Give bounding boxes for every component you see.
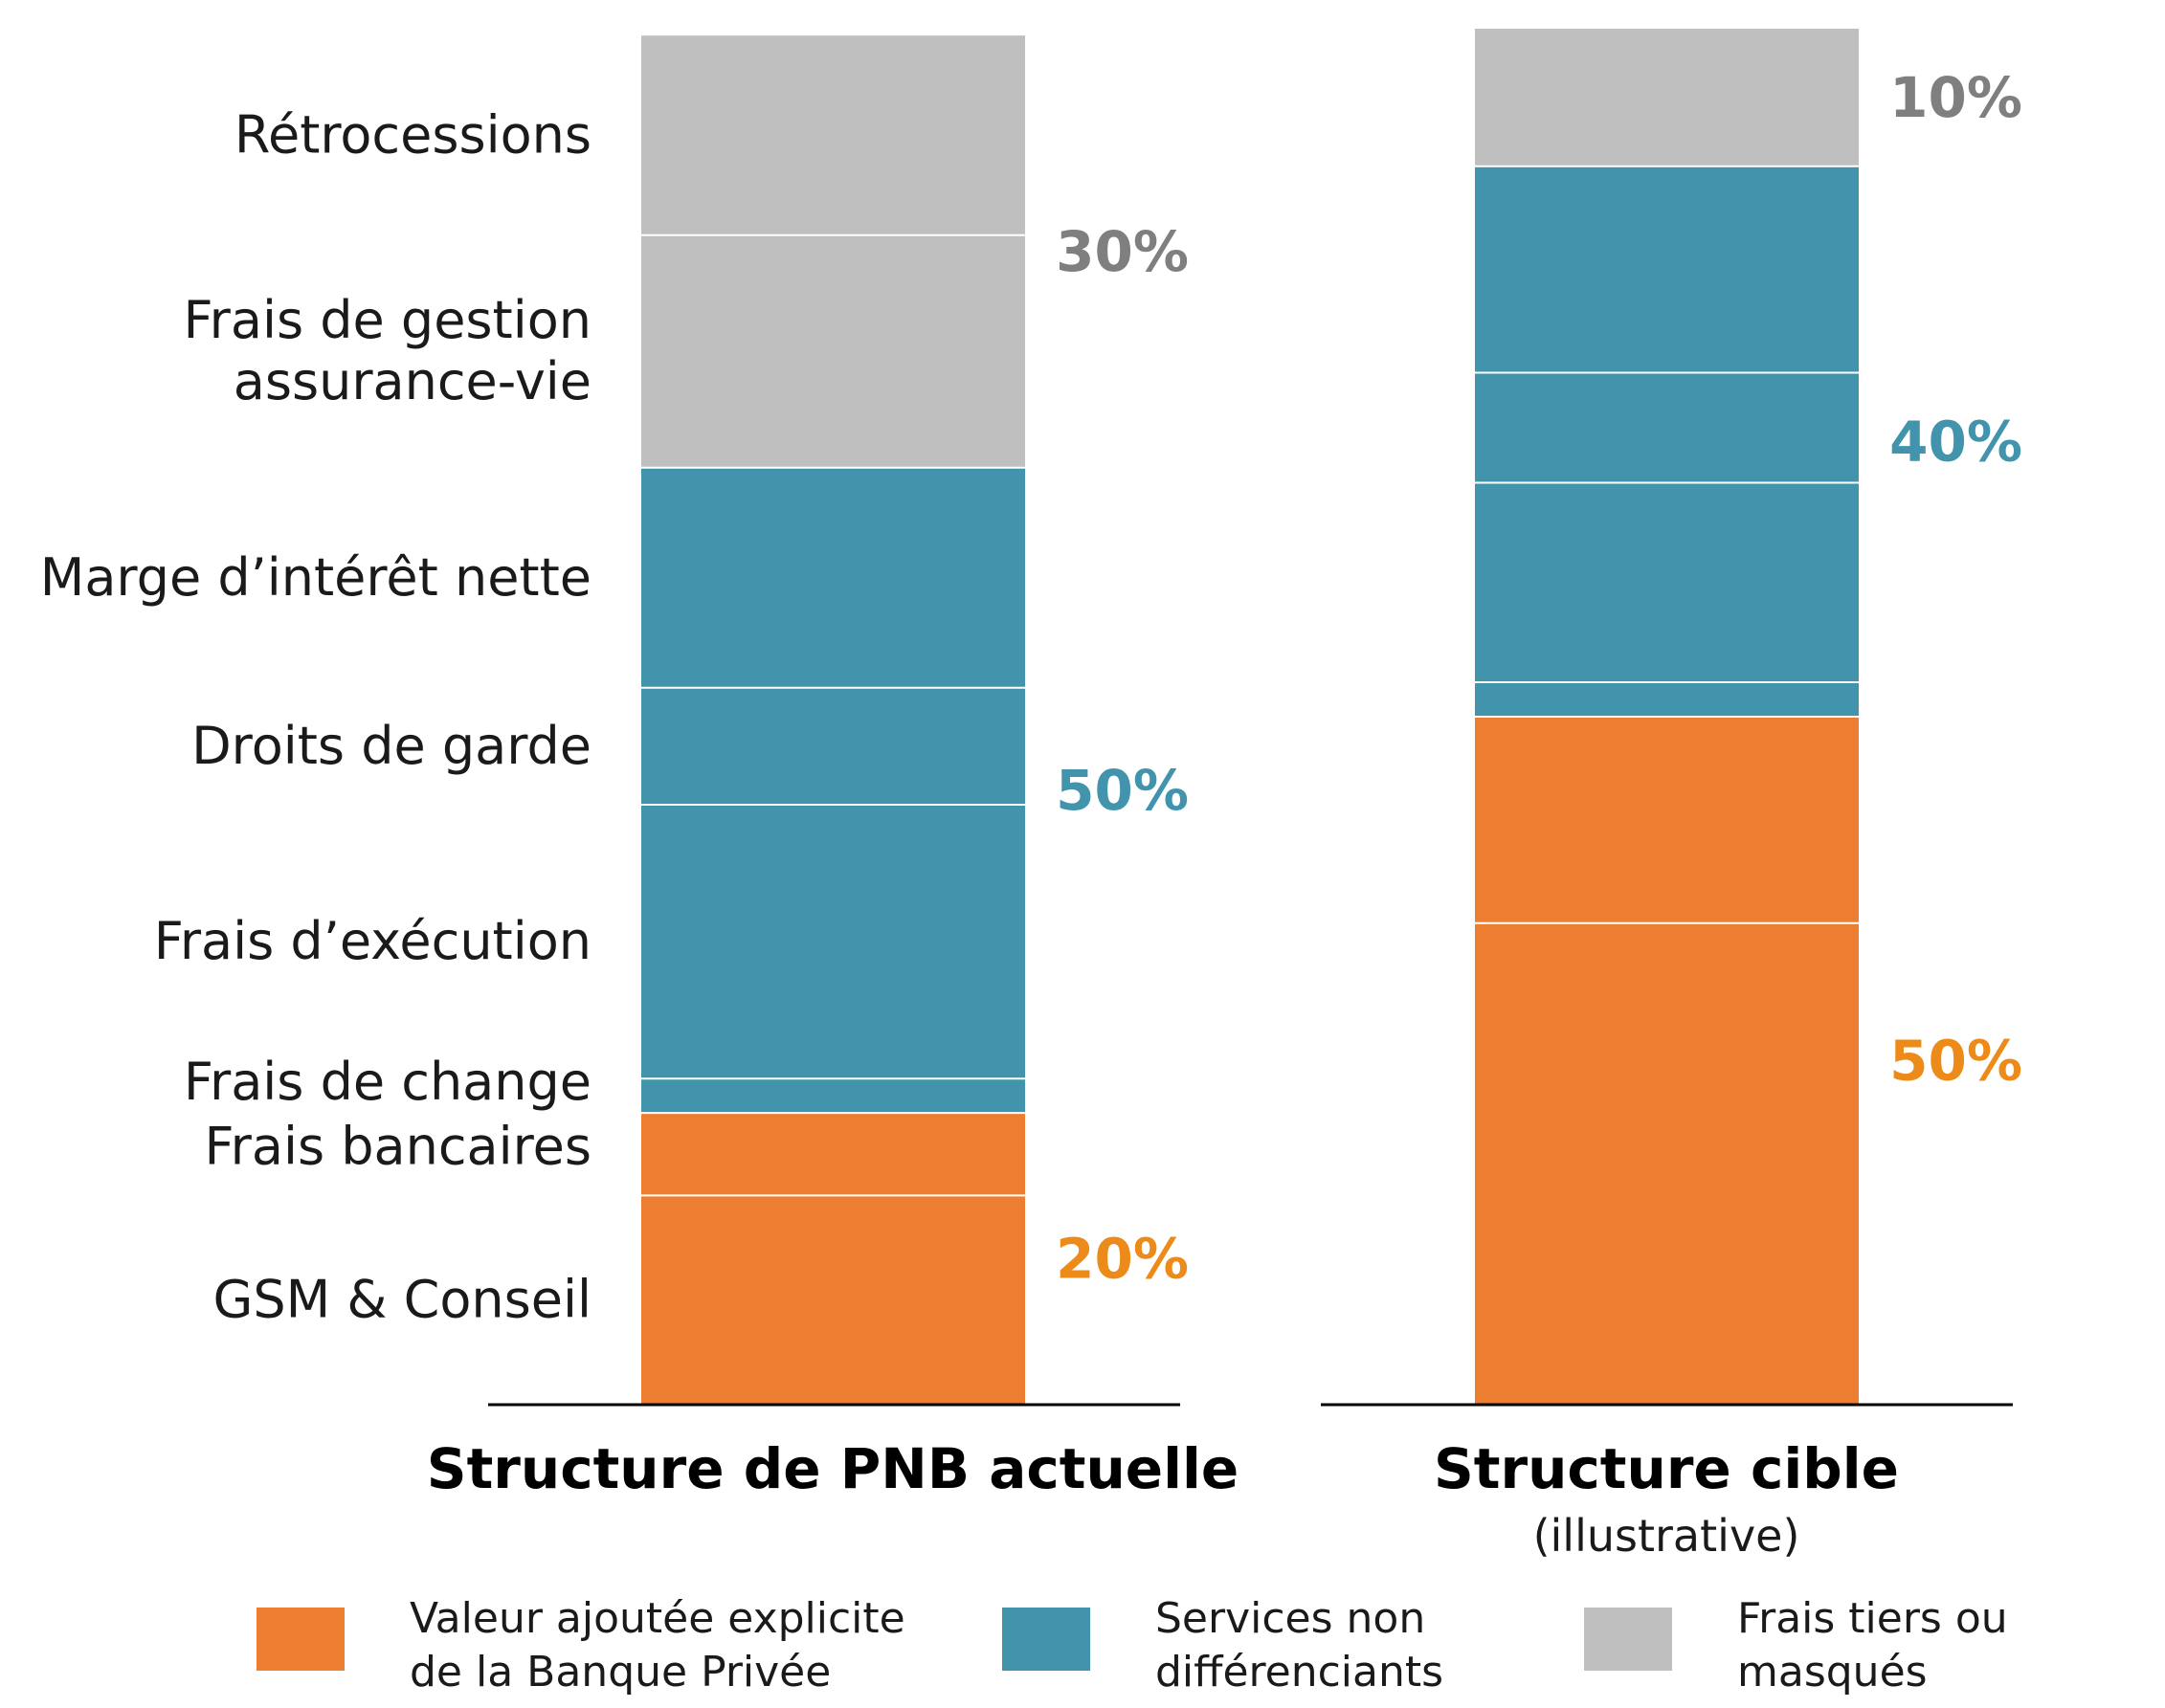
bar-segment [641, 1195, 1025, 1405]
labels-layer: 20% 50% 30% Structure de PNB actuelle 50% 40%… [40, 65, 2022, 1562]
category-label: Marge d’intérêt nette [40, 547, 591, 608]
group-percent-label: 30% [1056, 219, 1189, 284]
bar-segment [641, 35, 1025, 235]
category-label: Droits de garde [191, 716, 591, 776]
bar-segment [1475, 717, 1859, 923]
legend-label: Services non [1155, 1594, 1425, 1643]
legend-swatch [1002, 1608, 1090, 1671]
group-percent-label: 10% [1889, 65, 2022, 130]
category-label: Frais d’exécution [154, 911, 591, 971]
category-label: Frais bancaires [205, 1116, 591, 1176]
bar-segment [1475, 482, 1859, 683]
bar-title: Structure de PNB actuelle [427, 1436, 1239, 1501]
legend-label: Valeur ajoutée explicite [410, 1594, 905, 1643]
category-label: assurance-vie [234, 351, 591, 411]
group-percent-label: 40% [1889, 409, 2022, 474]
legend-layer: Valeur ajoutée explicite de la Banque Pri… [257, 1594, 2008, 1697]
legend-label: masqués [1737, 1648, 1928, 1697]
bar-segment [1475, 922, 1859, 1405]
bar-segment [641, 1113, 1025, 1196]
bar-segment [641, 467, 1025, 688]
category-label: Frais de gestion [184, 290, 591, 350]
category-label: Rétrocessions [234, 104, 591, 165]
category-label: GSM & Conseil [213, 1270, 591, 1330]
legend-label: Frais tiers ou [1737, 1594, 2008, 1643]
legend-label: de la Banque Privée [410, 1648, 831, 1697]
bar-segment [641, 687, 1025, 806]
group-percent-label: 50% [1056, 758, 1189, 823]
bars-layer [488, 29, 2013, 1407]
legend-swatch [1584, 1608, 1672, 1671]
bar-segment [641, 1078, 1025, 1114]
bar-segment [1475, 682, 1859, 717]
bar-subtitle: (illustrative) [1533, 1510, 1800, 1562]
bar-segment [1475, 29, 1859, 166]
bar-title: Structure cible [1434, 1436, 1899, 1501]
legend-label: différenciants [1155, 1648, 1443, 1697]
bar-segment [1475, 372, 1859, 483]
group-percent-label: 50% [1889, 1029, 2022, 1094]
bar-segment [1475, 166, 1859, 373]
group-percent-label: 20% [1056, 1227, 1189, 1292]
bar-segment [641, 234, 1025, 468]
category-label: Frais de change [184, 1052, 591, 1112]
bar-segment [641, 805, 1025, 1079]
legend-swatch [257, 1608, 345, 1671]
